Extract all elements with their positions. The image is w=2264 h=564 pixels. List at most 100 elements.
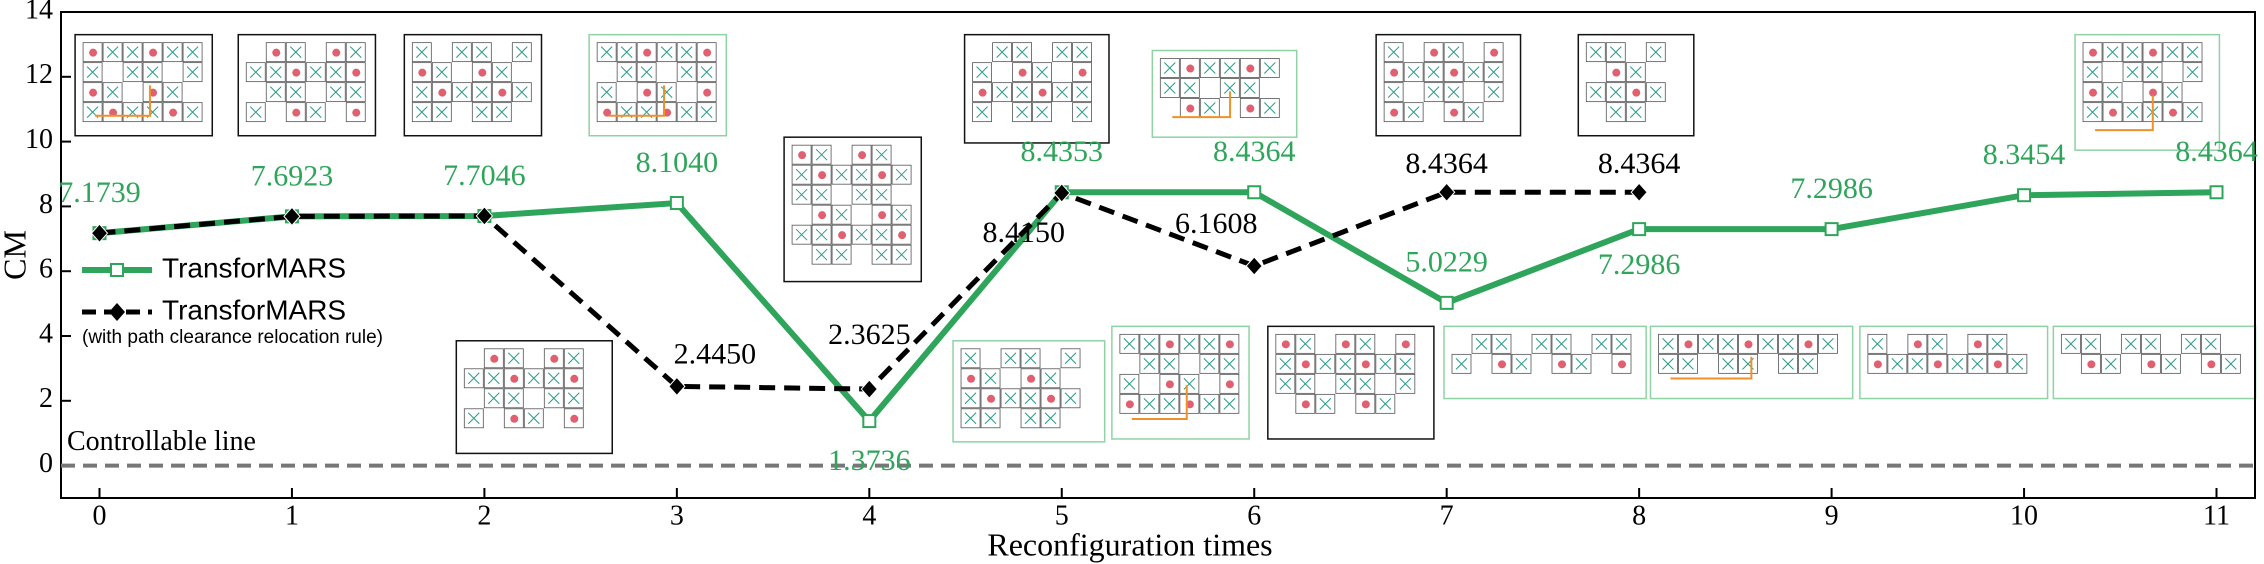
inset-cross [515,86,528,99]
inset-cross [1263,102,1276,114]
inset-dot [2089,88,2098,97]
inset-cross [166,86,179,99]
inset-dot [1281,340,1290,349]
inset-cross [1911,357,1924,370]
inset-cross [1782,337,1794,350]
y-tick-label: 4 [39,318,53,349]
inset-cross [1004,352,1017,365]
inset-cross [1279,377,1292,390]
inset-dot [1490,48,1499,57]
inset-dot [2087,360,2096,369]
insets [74,33,2257,455]
inset-cross [1379,357,1392,370]
x-tick-label: 10 [2010,500,2038,531]
inset-arrow [609,85,666,117]
inset-cross [507,352,520,365]
inset-cross [2085,337,2097,350]
inset-cross [1399,357,1412,370]
value-label: 7.7046 [443,159,526,192]
inset-cross [349,86,362,99]
inset-cross [2145,337,2157,350]
inset-cross [1447,86,1460,99]
inset-cross [487,372,500,385]
inset-dot [510,374,519,383]
x-tick-label: 7 [1440,500,1454,531]
inset-cross [620,66,633,79]
inset-cross [700,66,713,79]
inset-cross [895,208,908,221]
inset-cross [329,66,342,79]
value-label: 8.4364 [1405,147,1488,180]
inset-cross [835,168,848,181]
inset-cross [815,188,828,201]
value-label: 5.0229 [1405,246,1488,279]
inset-cross [1662,337,1674,350]
inset-cross [1024,412,1037,425]
inset-cross [1535,337,1548,350]
legend-marker [109,303,125,321]
inset-cross [1163,357,1176,370]
inset-cross [495,106,508,119]
inset-cross [2126,106,2139,119]
y-axis-label: CM [0,230,32,280]
inset-cross [1822,337,1834,350]
inset-cross [1076,106,1088,119]
inset-cross [660,46,673,59]
inset-dot [878,171,887,180]
inset-cross [527,412,540,425]
legend-label: TransforMARS [162,294,346,325]
inset-cross [855,168,868,181]
value-label: 7.1739 [58,176,141,209]
inset-dot [89,88,98,97]
inset-dot [1498,360,1506,369]
inset-cross [2011,357,2024,370]
inset-dot [352,68,361,77]
inset-cross [2106,46,2119,59]
inset-cross [875,228,888,241]
inset-arrow [1172,91,1232,119]
inset-cross [86,66,99,79]
inset-cross [1223,397,1236,410]
inset-dot [967,374,976,383]
inset-cross [2205,337,2217,350]
inset-cross [835,208,848,221]
inset-cross [1223,357,1236,370]
inset-cross [1036,106,1048,119]
inset-cross [1024,392,1037,405]
inset-cross [1143,397,1156,410]
inset-dot [438,88,447,97]
inset-cross [976,66,988,79]
inset-cross [1615,337,1628,350]
inset-dot [1804,340,1813,349]
inset-cross [680,46,693,59]
inset-cross [515,46,528,59]
legend-subtitle: (with path clearance relocation rule) [82,327,383,348]
inset-dot [978,88,987,97]
inset-cross [1762,337,1774,350]
inset-cross [1495,337,1508,350]
inset-cross [1595,337,1608,350]
value-label: 8.4364 [2175,135,2258,168]
inset-cross [1299,377,1312,390]
inset-dot [332,48,341,57]
inset-cross [1203,337,1216,350]
inset-cross [1467,66,1480,79]
inset-cross [126,66,139,79]
inset-cross [1387,86,1400,99]
inset-dot [1047,394,1056,403]
inset-cross [507,392,520,405]
x-tick-label: 6 [1247,500,1261,531]
inset-cross [269,86,282,99]
inset-dot [109,108,118,117]
x-tick-label: 8 [1632,500,1646,531]
inset-cross [996,86,1008,99]
inset-cross [415,46,428,59]
inset-arrow [2095,95,2154,132]
point [2017,188,2032,203]
inset-cross [1056,86,1068,99]
inset-cross [186,66,199,79]
x-tick-label: 11 [2203,500,2230,531]
inset-dot [498,88,507,97]
inset-cross [1467,106,1480,119]
inset-cross [700,106,713,119]
